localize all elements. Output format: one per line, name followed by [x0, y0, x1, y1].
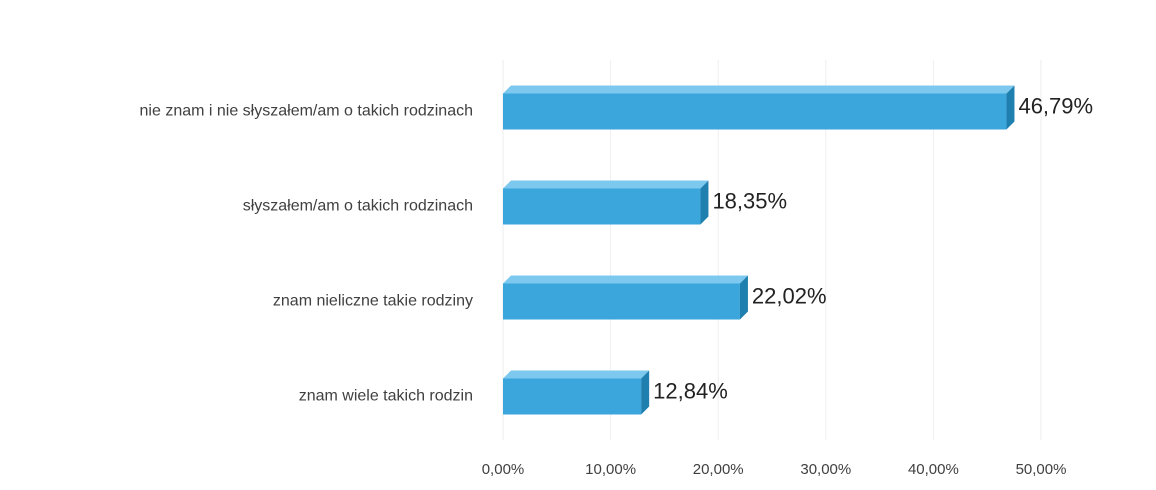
x-tick-label: 20,00%	[693, 461, 744, 478]
bar-side	[1006, 85, 1015, 130]
value-label: 18,35%	[712, 188, 787, 213]
value-label: 12,84%	[653, 378, 728, 403]
value-label: 46,79%	[1018, 93, 1093, 118]
bar-top	[503, 370, 650, 379]
x-tick-label: 0,00%	[482, 461, 525, 478]
y-tick-label: słyszałem/am o takich rodzinach	[243, 198, 473, 215]
bar	[503, 93, 1007, 130]
bar-top	[503, 180, 709, 189]
y-tick-label: znam wiele takich rodzin	[299, 388, 473, 405]
x-tick-label: 50,00%	[1016, 461, 1067, 478]
bar	[503, 283, 740, 320]
y-tick-label: nie znam i nie słyszałem/am o takich rod…	[140, 103, 473, 120]
y-tick-label: znam nieliczne takie rodziny	[273, 293, 473, 310]
bar-side	[700, 180, 709, 225]
bar	[503, 378, 642, 415]
bar	[503, 188, 701, 225]
x-tick-label: 10,00%	[585, 461, 636, 478]
value-label: 22,02%	[752, 283, 827, 308]
bar-top	[503, 275, 748, 284]
bar-top	[503, 85, 1015, 94]
x-tick-label: 40,00%	[908, 461, 959, 478]
bar-side	[641, 370, 650, 415]
x-tick-label: 30,00%	[800, 461, 851, 478]
bar-side	[739, 275, 748, 320]
